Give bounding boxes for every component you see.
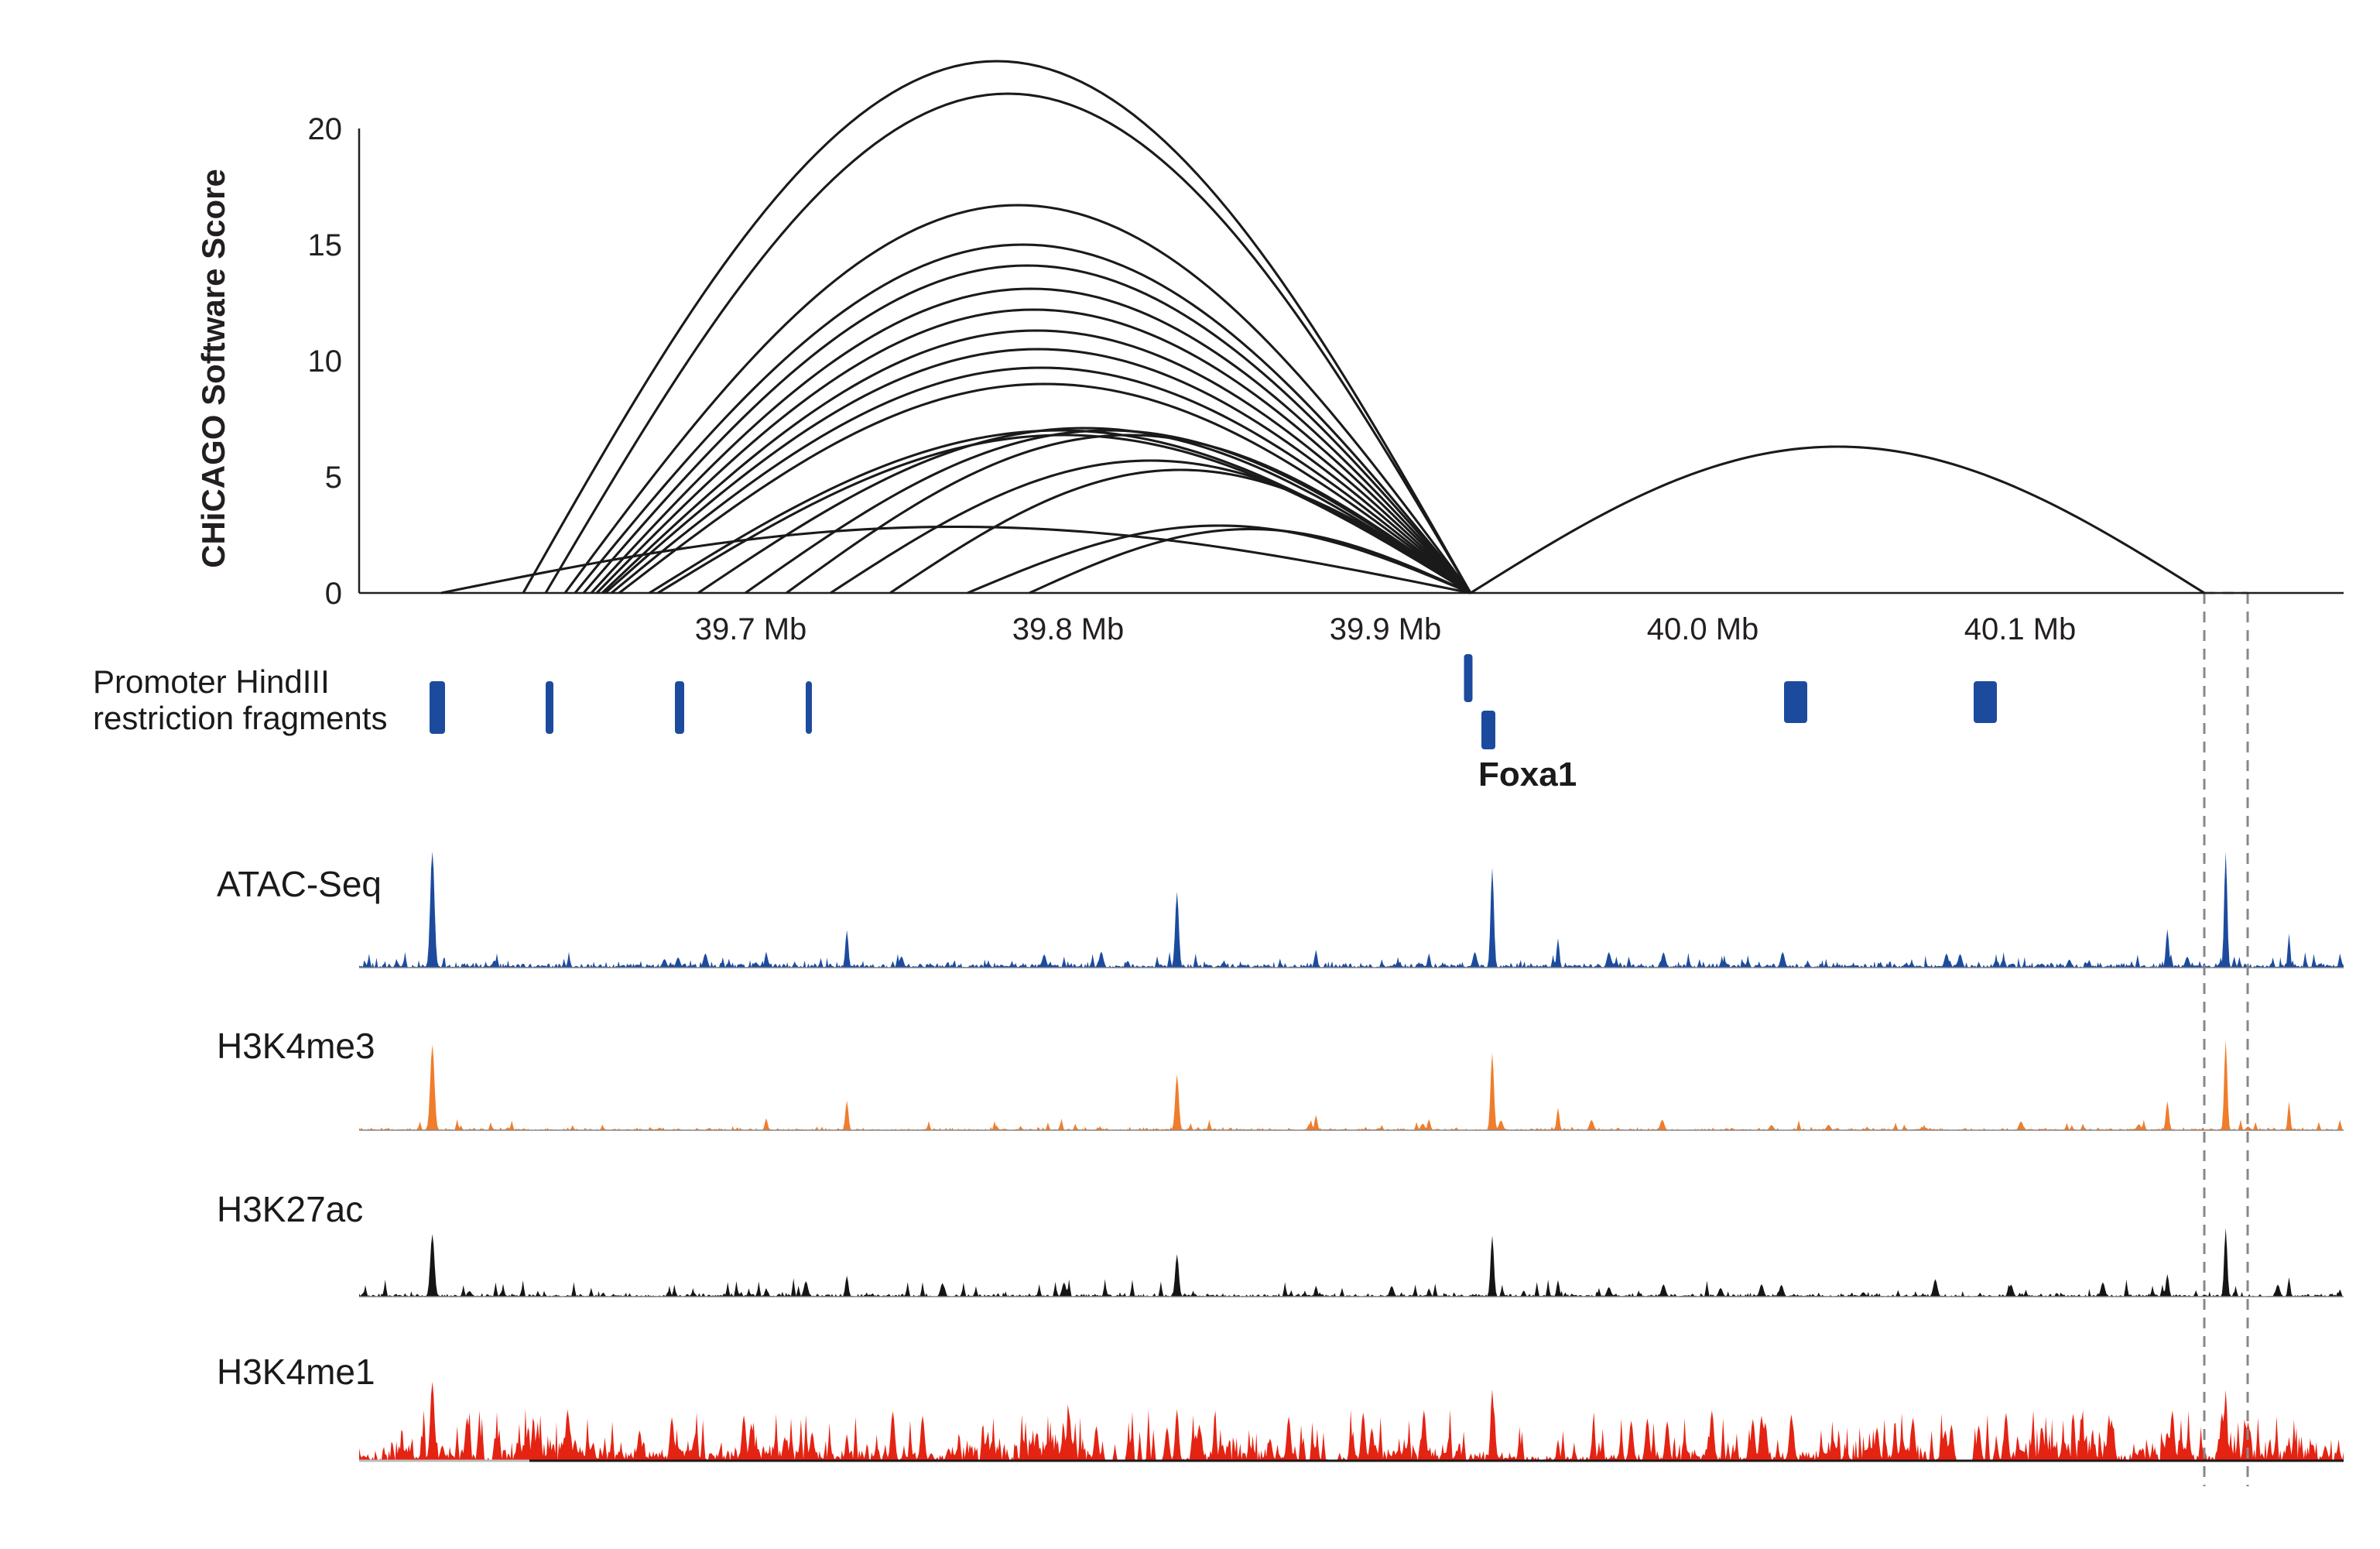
svg-text:restriction fragments: restriction fragments (93, 700, 387, 736)
svg-text:ATAC-Seq: ATAC-Seq (217, 864, 382, 904)
svg-text:39.9 Mb: 39.9 Mb (1330, 612, 1442, 646)
svg-text:20: 20 (308, 112, 343, 146)
svg-text:0: 0 (325, 577, 342, 611)
svg-text:15: 15 (308, 228, 343, 262)
svg-text:40.1 Mb: 40.1 Mb (1964, 612, 2077, 646)
svg-text:Promoter HindIII: Promoter HindIII (93, 663, 330, 700)
svg-text:10: 10 (308, 344, 343, 379)
svg-text:40.0 Mb: 40.0 Mb (1647, 612, 1759, 646)
svg-text:Foxa1: Foxa1 (1478, 756, 1577, 793)
svg-text:H3K27ac: H3K27ac (217, 1189, 363, 1229)
svg-text:5: 5 (325, 461, 342, 495)
svg-text:CHiCAGO Software Score: CHiCAGO Software Score (195, 169, 231, 568)
svg-text:39.7 Mb: 39.7 Mb (695, 612, 807, 646)
svg-text:H3K4me3: H3K4me3 (217, 1026, 375, 1066)
svg-text:39.8 Mb: 39.8 Mb (1012, 612, 1125, 646)
svg-text:H3K4me1: H3K4me1 (217, 1352, 375, 1392)
